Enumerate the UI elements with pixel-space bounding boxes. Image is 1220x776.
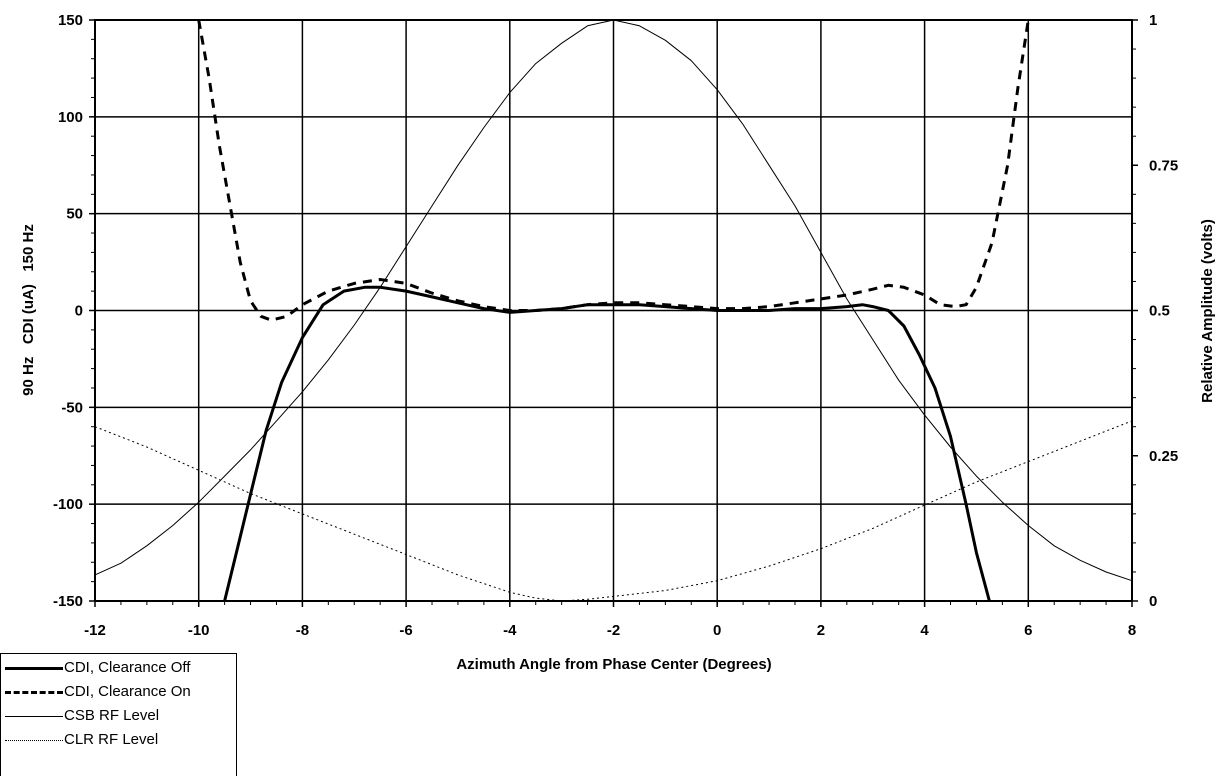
legend-label: CLR RF Level [64,731,159,748]
tick-labels: -12 -10 -8 -6 -4 -2 0 2 4 6 8 150 100 50 0 -50 -100 -150 1… [53,12,1178,639]
legend-swatch-dotted-thin [5,740,63,741]
x-tick-label: -12 [84,622,106,639]
y-left-tick-label: -50 [61,399,83,416]
x-axis-title: Azimuth Angle from Phase Center (Degrees… [456,656,771,673]
x-tick-label: 8 [1128,622,1136,639]
x-tick-label: -6 [399,622,412,639]
x-tick-label: 2 [817,622,825,639]
y-left-tick-label: -150 [53,593,83,610]
x-tick-label: -4 [503,622,517,639]
y-right-tick-label: 1 [1149,12,1157,29]
y-left-tick-label: 100 [58,109,83,126]
y-left-tick-label: 50 [66,206,83,223]
legend-item-cdi-clearance-off: CDI, Clearance Off [1,657,236,681]
legend-label: CDI, Clearance Off [64,659,191,676]
legend-swatch-dashed-thick [5,691,63,694]
legend-swatch-solid-thin [5,716,63,717]
legend-item-clr-rf-level: CLR RF Level [1,729,236,753]
grid-lines [89,19,1138,607]
x-tick-label: 0 [713,622,721,639]
y-left-tick-label: -100 [53,496,83,513]
y-right-tick-label: 0.25 [1149,448,1178,465]
legend-label: CDI, Clearance On [64,683,191,700]
x-tick-label: 4 [920,622,929,639]
x-tick-label: 6 [1024,622,1032,639]
legend-label: CSB RF Level [64,707,160,724]
y-axis-left-title: 90 Hz CDI (uA) 150 Hz [20,224,37,396]
legend: CDI, Clearance Off CDI, Clearance On CSB… [0,653,237,776]
series-line-cdi-clearance-off [223,285,991,602]
x-tick-label: -2 [607,622,620,639]
legend-item-csb-rf-level: CSB RF Level [1,705,236,729]
y-right-tick-label: 0 [1149,593,1157,610]
y-right-tick-label: 0.75 [1149,157,1178,174]
plot-frame [94,19,1133,602]
y-left-tick-label: 150 [58,12,83,29]
legend-item-cdi-clearance-on: CDI, Clearance On [1,681,236,705]
y-left-tick-label: 0 [75,303,83,320]
legend-swatch-solid-thick [5,667,63,670]
series-line-clr-rf-level [94,420,1133,602]
x-tick-label: -10 [188,622,210,639]
y-right-tick-label: 0.5 [1149,303,1170,320]
x-tick-label: -8 [296,622,309,639]
y-axis-right-title: Relative Amplitude (volts) [1199,219,1216,403]
